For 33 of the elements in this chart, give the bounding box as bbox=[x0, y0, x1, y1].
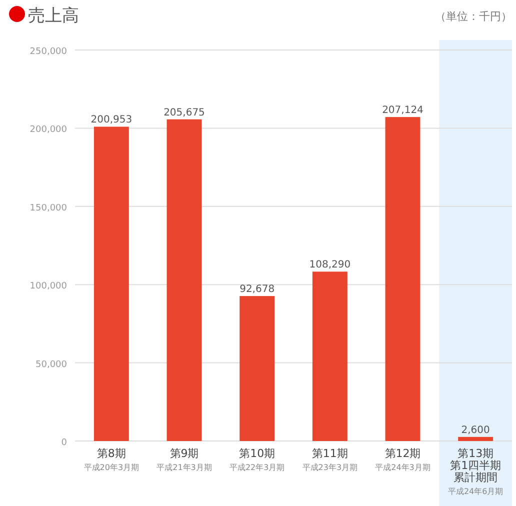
x-tick-label: 第9期 bbox=[170, 447, 199, 460]
bar bbox=[94, 126, 129, 441]
data-label: 92,678 bbox=[240, 284, 275, 296]
x-tick-label: 第11期 bbox=[312, 447, 348, 460]
y-tick-label: 0 bbox=[61, 438, 68, 448]
text: 平成22年3月期 bbox=[229, 463, 285, 472]
text: 平成24年3月期 bbox=[375, 463, 430, 472]
x-tick-label: 第8期 bbox=[96, 447, 126, 460]
bar bbox=[385, 117, 420, 441]
data-label: 205,675 bbox=[164, 107, 205, 118]
y-tick-label: 100,000 bbox=[30, 282, 68, 292]
x-tick-label: 第13期 bbox=[458, 447, 494, 460]
y-tick-label: 250,000 bbox=[30, 47, 68, 57]
text: 平成20年3月期 bbox=[84, 463, 140, 472]
bar bbox=[458, 436, 494, 441]
bar bbox=[240, 296, 275, 441]
bar bbox=[312, 272, 348, 441]
x-tick-label: 第12期 bbox=[384, 447, 421, 460]
data-label: 2,600 bbox=[461, 424, 490, 436]
data-label: 207,124 bbox=[382, 105, 424, 116]
y-tick-label: 50,000 bbox=[36, 360, 68, 370]
y-tick-label: 150,000 bbox=[30, 203, 68, 214]
text: 平成24年6月期 bbox=[448, 487, 504, 496]
data-label: 200,953 bbox=[90, 114, 132, 126]
text: 平成23年3月期 bbox=[302, 463, 358, 472]
y-tick-label: 200,000 bbox=[30, 125, 68, 136]
bar bbox=[166, 119, 202, 441]
text: 平成21年3月期 bbox=[156, 463, 212, 472]
text: 第1四半期累計期間 bbox=[450, 459, 502, 484]
x-tick-label: 第10期 bbox=[239, 447, 276, 460]
text: （単位：千円） bbox=[435, 10, 512, 23]
data-label: 108,290 bbox=[309, 260, 351, 271]
chart-title: 売上高 bbox=[28, 6, 79, 26]
